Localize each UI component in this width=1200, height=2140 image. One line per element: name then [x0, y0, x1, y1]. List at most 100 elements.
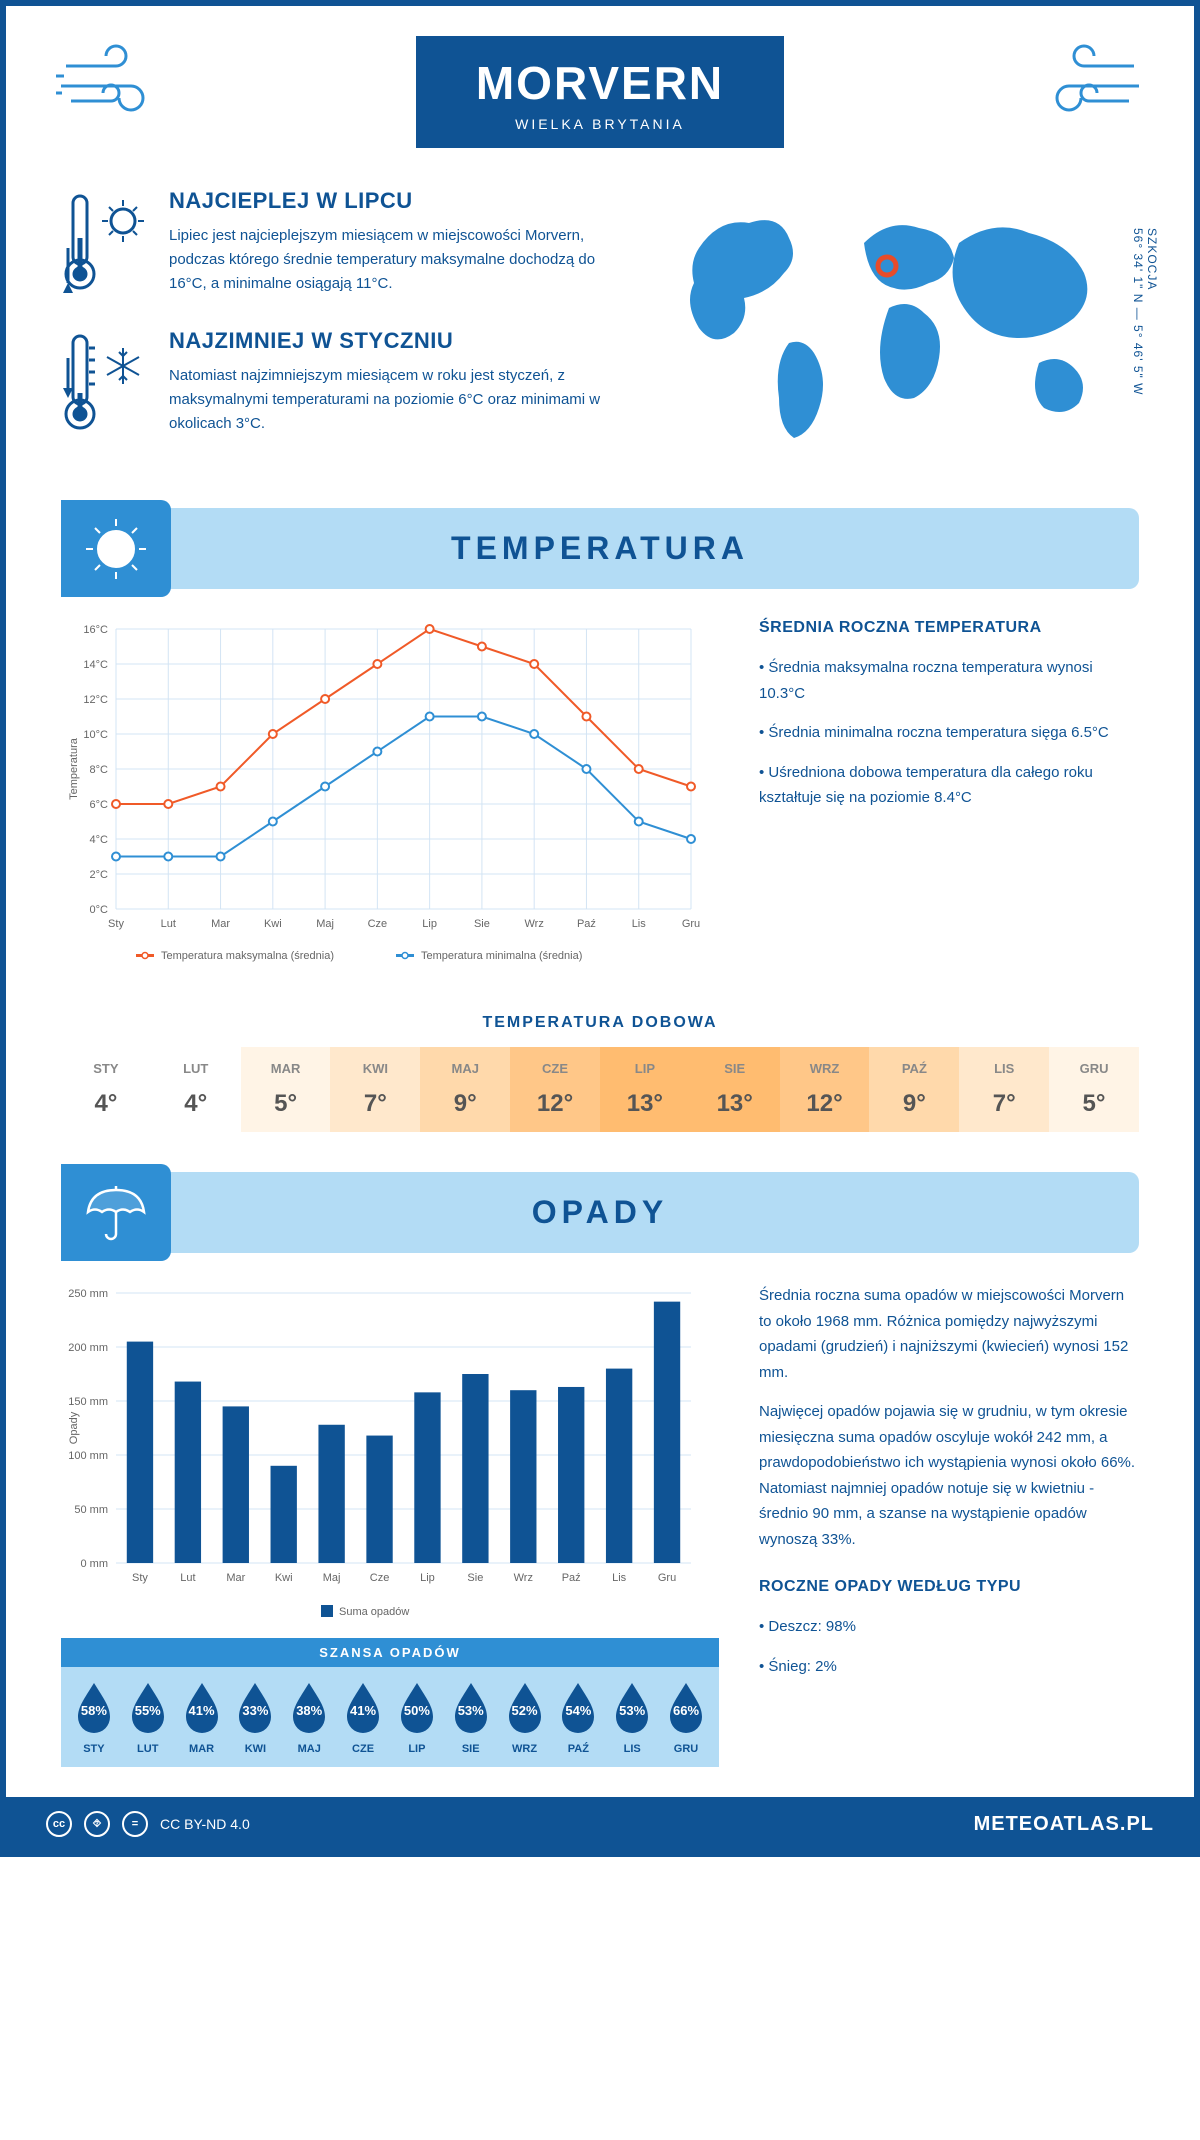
footer: cc ⯑ = CC BY-ND 4.0 METEOATLAS.PL — [6, 1797, 1194, 1851]
umbrella-icon — [61, 1164, 171, 1261]
svg-text:14°C: 14°C — [83, 659, 108, 671]
chance-value: 58% — [81, 1703, 107, 1718]
svg-text:Gru: Gru — [682, 918, 700, 930]
sun-icon — [61, 500, 171, 597]
temp-bullet: Średnia maksymalna roczna temperatura wy… — [759, 655, 1139, 706]
site-label: METEOATLAS.PL — [974, 1813, 1154, 1836]
svg-text:Lis: Lis — [612, 1572, 627, 1584]
svg-text:Temperatura: Temperatura — [68, 737, 80, 800]
temperature-chart: 0°C2°C4°C6°C8°C10°C12°C14°C16°CStyLutMar… — [61, 619, 719, 984]
cc-icon: cc — [46, 1811, 72, 1837]
daily-cell: MAJ9° — [420, 1047, 510, 1132]
svg-text:Wrz: Wrz — [525, 918, 544, 930]
svg-text:Kwi: Kwi — [264, 918, 282, 930]
warmest-block: NAJCIEPLEJ W LIPCU Lipiec jest najcieple… — [61, 188, 619, 298]
svg-text:Wrz: Wrz — [514, 1572, 533, 1584]
svg-text:10°C: 10°C — [83, 729, 108, 741]
svg-text:Sie: Sie — [467, 1572, 483, 1584]
daily-month: MAR — [241, 1061, 331, 1090]
daily-month: LUT — [151, 1061, 241, 1090]
chance-month: PAŹ — [568, 1743, 589, 1755]
svg-text:8°C: 8°C — [90, 764, 109, 776]
temp-bullet: Uśredniona dobowa temperatura dla całego… — [759, 760, 1139, 811]
daily-value: 4° — [184, 1090, 207, 1117]
precipitation-stats: Średnia roczna suma opadów w miejscowośc… — [759, 1283, 1139, 1767]
chance-month: MAR — [189, 1743, 214, 1755]
latlon-label: 56° 34' 1" N — 5° 46' 5" W — [1131, 228, 1145, 395]
svg-text:4°C: 4°C — [90, 834, 109, 846]
daily-month: LIP — [600, 1061, 690, 1090]
chance-month: WRZ — [512, 1743, 537, 1755]
chance-month: GRU — [674, 1743, 698, 1755]
daily-cell: WRZ12° — [780, 1047, 870, 1132]
svg-text:200 mm: 200 mm — [68, 1342, 108, 1354]
chance-cell: 41% CZE — [336, 1679, 390, 1757]
daily-value: 7° — [364, 1090, 387, 1117]
chance-month: CZE — [352, 1743, 374, 1755]
svg-text:Mar: Mar — [226, 1572, 245, 1584]
thermometer-sun-icon — [61, 188, 151, 298]
svg-text:Sty: Sty — [132, 1572, 148, 1584]
chance-value: 54% — [565, 1703, 591, 1718]
daily-value: 5° — [1083, 1090, 1106, 1117]
precip-para2: Najwięcej opadów pojawia się w grudniu, … — [759, 1399, 1139, 1552]
precip-type: Deszcz: 98% — [759, 1614, 1139, 1640]
chance-cell: 53%LIS — [605, 1679, 659, 1757]
temp-stats-title: ŚREDNIA ROCZNA TEMPERATURA — [759, 619, 1139, 637]
daily-value: 12° — [806, 1090, 842, 1117]
daily-month: WRZ — [780, 1061, 870, 1090]
chance-value: 50% — [404, 1703, 430, 1718]
daily-cell: GRU5° — [1049, 1047, 1139, 1132]
chance-month: LIP — [408, 1743, 425, 1755]
chance-value: 53% — [619, 1703, 645, 1718]
svg-text:Sie: Sie — [474, 918, 490, 930]
by-icon: ⯑ — [84, 1811, 110, 1837]
world-map: SZKOCJA 56° 34' 1" N — 5° 46' 5" W — [659, 188, 1139, 468]
temperature-heading: TEMPERATURA — [61, 530, 1139, 567]
license-label: CC BY-ND 4.0 — [160, 1816, 250, 1832]
temperature-banner: TEMPERATURA — [61, 508, 1139, 589]
nd-icon: = — [122, 1811, 148, 1837]
warmest-text: Lipiec jest najcieplejszym miesiącem w m… — [169, 224, 619, 296]
chance-cell: 38%MAJ — [282, 1679, 336, 1757]
daily-value: 12° — [537, 1090, 573, 1117]
chance-cell: 55%LUT — [121, 1679, 175, 1757]
chance-month: MAJ — [298, 1743, 321, 1755]
chance-cell: 41%MAR — [175, 1679, 229, 1757]
daily-month: MAJ — [420, 1061, 510, 1090]
chance-cell: 66%GRU — [659, 1679, 713, 1757]
chance-value: 41% — [350, 1703, 376, 1718]
coldest-block: NAJZIMNIEJ W STYCZNIU Natomiast najzimni… — [61, 328, 619, 438]
svg-text:Temperatura minimalna (średnia: Temperatura minimalna (średnia) — [421, 950, 582, 962]
daily-cell: CZE12° — [510, 1047, 600, 1132]
chance-month: KWI — [245, 1743, 266, 1755]
chance-cell: 54% PAŹ — [551, 1679, 605, 1757]
title-banner: MORVERN WIELKA BRYTANIA — [416, 36, 784, 148]
svg-text:Paź: Paź — [562, 1572, 581, 1584]
daily-month: CZE — [510, 1061, 600, 1090]
svg-text:Temperatura maksymalna (średni: Temperatura maksymalna (średnia) — [161, 950, 334, 962]
daily-value: 5° — [274, 1090, 297, 1117]
chance-value: 52% — [512, 1703, 538, 1718]
daily-value: 13° — [717, 1090, 753, 1117]
daily-cell: PAŹ9° — [869, 1047, 959, 1132]
svg-text:50 mm: 50 mm — [74, 1504, 108, 1516]
svg-text:0 mm: 0 mm — [81, 1558, 109, 1570]
precipitation-chart: 0 mm50 mm100 mm150 mm200 mm250 mmStyLutM… — [61, 1283, 719, 1628]
warmest-title: NAJCIEPLEJ W LIPCU — [169, 188, 619, 214]
svg-text:12°C: 12°C — [83, 694, 108, 706]
temperature-stats: ŚREDNIA ROCZNA TEMPERATURA Średnia maksy… — [759, 619, 1139, 984]
chance-month: LUT — [137, 1743, 158, 1755]
daily-cell: STY4° — [61, 1047, 151, 1132]
page-subtitle: WIELKA BRYTANIA — [476, 116, 724, 132]
daily-month: SIE — [690, 1061, 780, 1090]
svg-text:Opady: Opady — [68, 1411, 80, 1444]
chance-value: 33% — [242, 1703, 268, 1718]
daily-month: KWI — [330, 1061, 420, 1090]
precip-type: Śnieg: 2% — [759, 1654, 1139, 1680]
chance-cell: 53%SIE — [444, 1679, 498, 1757]
coldest-title: NAJZIMNIEJ W STYCZNIU — [169, 328, 619, 354]
chance-month: STY — [83, 1743, 104, 1755]
svg-text:100 mm: 100 mm — [68, 1450, 108, 1462]
chance-cell: 58% STY — [67, 1679, 121, 1757]
